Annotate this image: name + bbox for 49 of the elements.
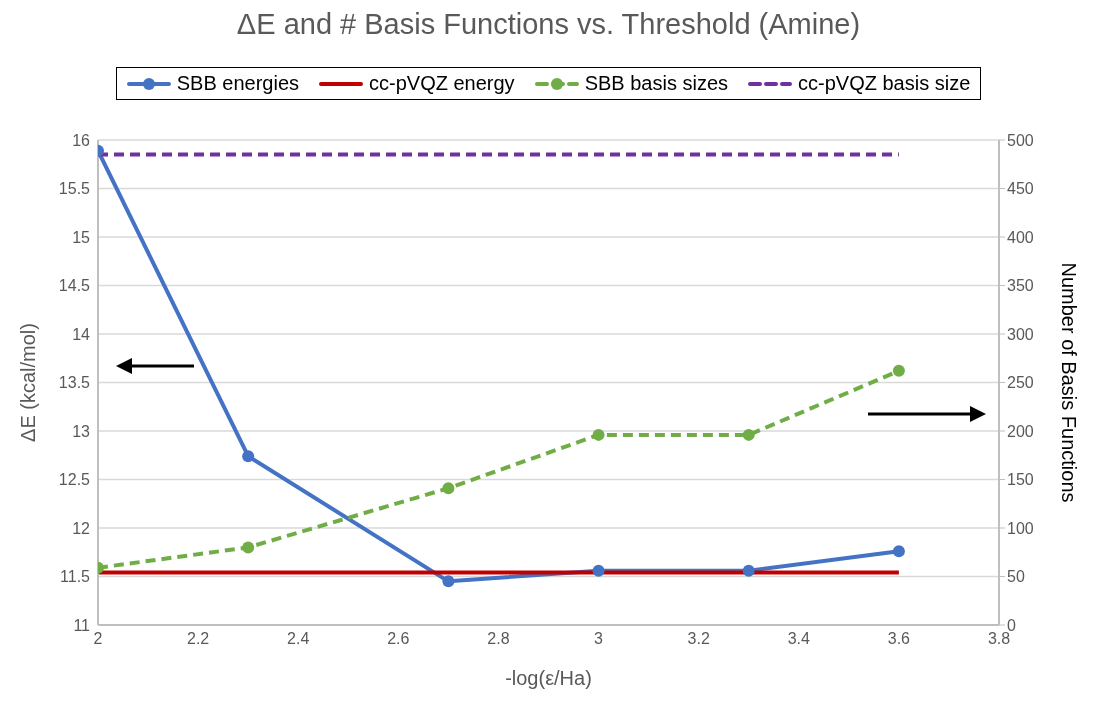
y-tick-label: 13.5 bbox=[58, 374, 91, 392]
point bbox=[742, 564, 755, 577]
point bbox=[742, 428, 755, 441]
y2-tick-label: 300 bbox=[1007, 325, 1034, 343]
y2-tick-label: 150 bbox=[1007, 471, 1034, 489]
point bbox=[242, 541, 255, 554]
x-tick-label: 2.2 bbox=[186, 630, 210, 648]
y2-tick-label: 500 bbox=[1007, 131, 1034, 149]
y2-tick-label: 250 bbox=[1007, 374, 1034, 392]
legend-label: SBB basis sizes bbox=[584, 72, 729, 95]
y2-tick-label: 50 bbox=[1007, 568, 1025, 586]
point bbox=[442, 575, 455, 588]
x-tick-label: 2.4 bbox=[287, 630, 310, 648]
point bbox=[892, 545, 905, 558]
y-tick-label: 11 bbox=[73, 616, 91, 634]
y-tick-label: 12.5 bbox=[58, 471, 91, 489]
x-tick-label: 3 bbox=[594, 630, 604, 648]
y2-tick-label: 400 bbox=[1007, 228, 1034, 246]
x-tick-label: 2.6 bbox=[387, 630, 410, 648]
chart-title: ΔE and # Basis Functions vs. Threshold (Amine) bbox=[235, 8, 862, 41]
y-tick-label: 14 bbox=[72, 325, 91, 343]
point bbox=[592, 428, 605, 441]
y2-tick-label: 200 bbox=[1007, 422, 1034, 440]
y2-tick-label: 100 bbox=[1007, 519, 1034, 537]
point bbox=[592, 564, 605, 577]
x-axis-title: -log(ε/Ha) bbox=[505, 667, 592, 689]
x-tick-label: 2.8 bbox=[487, 630, 510, 648]
legend-label: cc-pVQZ energy bbox=[369, 72, 515, 95]
y-tick-label: 12 bbox=[72, 519, 91, 537]
y-tick-label: 16 bbox=[72, 131, 91, 149]
y-tick-label: 11.5 bbox=[60, 568, 91, 586]
point bbox=[442, 482, 455, 495]
y-tick-label: 15.5 bbox=[58, 180, 91, 198]
point bbox=[242, 450, 255, 463]
y2-tick-label: 450 bbox=[1007, 180, 1034, 198]
y-tick-label: 13 bbox=[72, 422, 91, 440]
x-tick-label: 3.4 bbox=[787, 630, 810, 648]
y-tick-label: 14.5 bbox=[58, 277, 91, 295]
x-tick-label: 2 bbox=[93, 630, 103, 648]
y2-tick-label: 350 bbox=[1007, 277, 1034, 295]
legend-label: cc-pVQZ basis size bbox=[798, 72, 971, 95]
x-tick-label: 3.8 bbox=[987, 630, 1011, 648]
y-tick-label: 15 bbox=[72, 228, 91, 246]
y2-axis-title: Number of Basis Functions bbox=[1057, 262, 1080, 503]
legend-label: SBB energies bbox=[176, 72, 300, 95]
point bbox=[892, 364, 905, 377]
y-axis-title: ΔE (kcal/mol) bbox=[17, 323, 40, 442]
x-tick-label: 3.2 bbox=[687, 630, 710, 648]
x-tick-label: 3.6 bbox=[887, 630, 911, 648]
